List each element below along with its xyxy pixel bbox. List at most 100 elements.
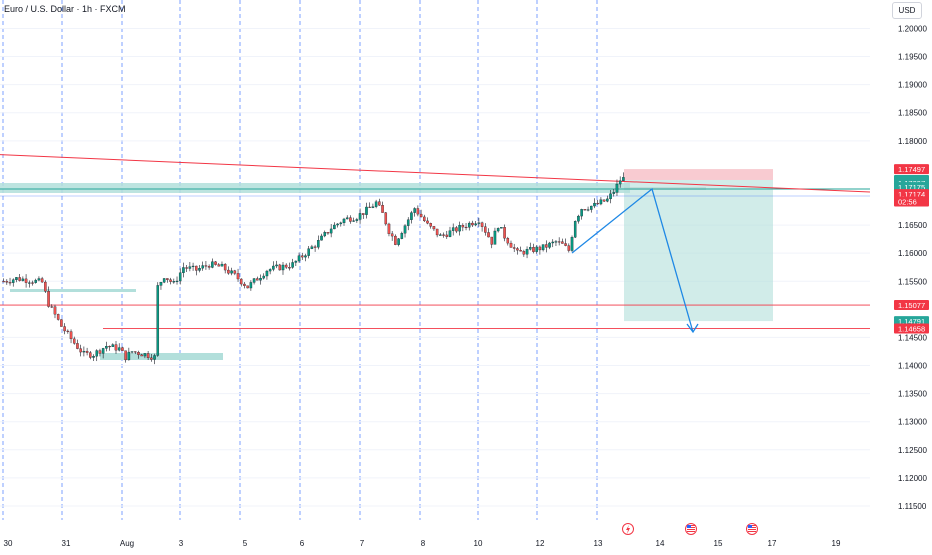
candle-body bbox=[169, 279, 172, 282]
time-tick-label: 17 bbox=[768, 539, 777, 548]
candle-body bbox=[317, 240, 320, 248]
us-flag-icon[interactable] bbox=[746, 523, 758, 535]
lightning-icon-bolt bbox=[626, 525, 630, 534]
zone-small-1 bbox=[10, 289, 136, 292]
us-flag-stripe bbox=[687, 529, 695, 530]
candle-body bbox=[11, 279, 15, 283]
time-tick-label: 14 bbox=[656, 539, 665, 548]
candle-body bbox=[519, 249, 522, 252]
candle-body bbox=[512, 247, 516, 249]
candle-body bbox=[413, 208, 416, 213]
candle-body bbox=[455, 227, 458, 232]
price-tick-label: 1.11500 bbox=[898, 502, 927, 511]
time-tick-label: 6 bbox=[300, 539, 305, 548]
us-flag-icon[interactable] bbox=[685, 523, 697, 535]
price-label-4: 1.17174 bbox=[898, 190, 925, 199]
us-flag-stripe bbox=[748, 531, 756, 532]
candle-body bbox=[66, 330, 70, 332]
candle-body bbox=[304, 255, 307, 258]
candle-body bbox=[252, 278, 256, 283]
candle-body bbox=[256, 278, 259, 281]
candle-body bbox=[365, 206, 368, 215]
projection-arrowhead bbox=[686, 323, 699, 334]
price-tick-label: 1.12000 bbox=[898, 474, 927, 483]
candle-body bbox=[429, 223, 432, 227]
candle-body bbox=[477, 222, 481, 224]
price-label-bg bbox=[894, 164, 929, 175]
candle-body bbox=[342, 218, 346, 224]
candle-body bbox=[394, 235, 397, 245]
lightning-icon[interactable] bbox=[622, 523, 634, 535]
candle-body bbox=[214, 261, 217, 265]
candle-body bbox=[281, 264, 285, 271]
candle-body bbox=[609, 193, 612, 200]
candle-body bbox=[355, 219, 359, 221]
currency-button[interactable]: USD bbox=[892, 2, 922, 19]
price-label-bg bbox=[894, 196, 929, 207]
candle-body bbox=[28, 282, 31, 284]
time-axis[interactable]: 30 31 Aug 3 5 6 7 8 10 12 13 14 15 17 19 bbox=[0, 528, 932, 550]
candle-body bbox=[599, 199, 603, 205]
candle-body bbox=[15, 277, 18, 280]
candle-body bbox=[239, 278, 243, 285]
candle-body bbox=[490, 236, 494, 245]
candle-body bbox=[561, 241, 564, 244]
candle-body bbox=[195, 265, 198, 271]
price-axis[interactable]: 1.20000 1.19500 1.19000 1.18500 1.18000 1.165… bbox=[870, 0, 932, 550]
us-flag-stripe bbox=[748, 529, 756, 530]
candle-body bbox=[567, 245, 571, 251]
candle-body bbox=[140, 354, 143, 357]
time-tick-label: 8 bbox=[421, 539, 426, 548]
candle-body bbox=[615, 183, 619, 193]
candle-body bbox=[8, 282, 12, 284]
candle-body bbox=[5, 281, 9, 283]
candle-body bbox=[34, 279, 37, 283]
candle-body bbox=[114, 344, 118, 351]
candle-body bbox=[496, 228, 500, 232]
candle-body bbox=[262, 275, 265, 279]
candle-body bbox=[172, 281, 176, 283]
candle-body bbox=[590, 205, 593, 210]
candle-body bbox=[397, 238, 400, 245]
candle-body bbox=[246, 285, 249, 289]
candle-body bbox=[352, 220, 355, 222]
candles bbox=[2, 172, 625, 365]
event-icons[interactable] bbox=[622, 523, 758, 535]
candle-body bbox=[516, 248, 519, 251]
candle-body bbox=[53, 306, 57, 315]
candle-body bbox=[111, 344, 115, 347]
candle-body bbox=[272, 265, 275, 270]
price-tick-label: 1.19000 bbox=[898, 81, 927, 90]
candle-body bbox=[108, 346, 111, 348]
candle-body bbox=[300, 255, 304, 258]
candle-body bbox=[464, 226, 468, 229]
candle-body bbox=[580, 209, 583, 217]
candle-body bbox=[18, 277, 21, 281]
candle-body bbox=[201, 265, 204, 269]
candle-body bbox=[63, 326, 66, 332]
take-profit-zone bbox=[624, 179, 773, 322]
candle-body bbox=[451, 227, 455, 231]
candle-body bbox=[243, 283, 246, 286]
candle-body bbox=[362, 213, 365, 215]
candle-body bbox=[612, 192, 616, 194]
price-tick-label: 1.14000 bbox=[898, 362, 927, 371]
candle-body bbox=[56, 314, 60, 320]
candle-body bbox=[329, 228, 333, 234]
candle-body bbox=[294, 260, 298, 263]
time-tick-label: Aug bbox=[120, 539, 134, 548]
candle-body bbox=[230, 270, 233, 274]
candle-body bbox=[223, 263, 227, 271]
candle-body bbox=[493, 230, 497, 245]
time-tick-label: 19 bbox=[832, 539, 841, 548]
drawings[interactable] bbox=[571, 187, 699, 334]
candle-body bbox=[204, 265, 208, 267]
candle-body bbox=[525, 249, 529, 255]
candle-body bbox=[198, 268, 201, 271]
candle-body bbox=[551, 241, 555, 244]
candle-body bbox=[487, 232, 490, 238]
candle-body bbox=[182, 267, 185, 273]
candle-body bbox=[570, 237, 574, 251]
